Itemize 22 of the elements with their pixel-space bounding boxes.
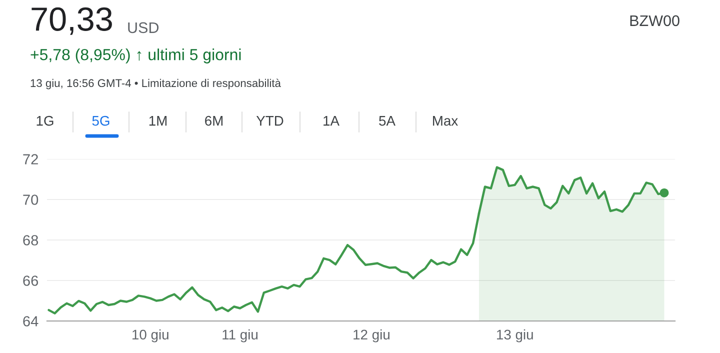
text: 1M: [149, 116, 167, 126]
x-tick-label: 12 giu: [354, 329, 390, 342]
text: 13 giu, 16:56 GMT-4 • Limitazione di responsabilità: [30, 78, 281, 90]
y-tick-label: 68: [23, 235, 38, 246]
x-tick-label: 10 giu: [132, 329, 168, 342]
chart-title: 70,33: [32, 7, 112, 35]
y-tick-label: 66: [23, 276, 38, 286]
text: 5A: [379, 116, 396, 126]
text: BZW00: [630, 15, 680, 26]
text: 5G: [92, 116, 110, 126]
text: 1A: [324, 116, 340, 126]
text: YTD: [256, 116, 284, 126]
text: 6M: [205, 116, 223, 126]
text: USD: [128, 22, 159, 34]
y-tick-label: 70: [23, 194, 38, 205]
y-tick-label: 72: [23, 154, 38, 164]
text: Max: [433, 116, 458, 126]
x-tick-label: 11 giu: [222, 329, 258, 342]
text: +5,78 (8,95%) ↑ ultimi 5 giorni: [30, 48, 241, 64]
x-tick-label: 13 giu: [497, 329, 533, 342]
y-tick-label: 64: [23, 316, 38, 326]
text: 1G: [36, 116, 54, 126]
